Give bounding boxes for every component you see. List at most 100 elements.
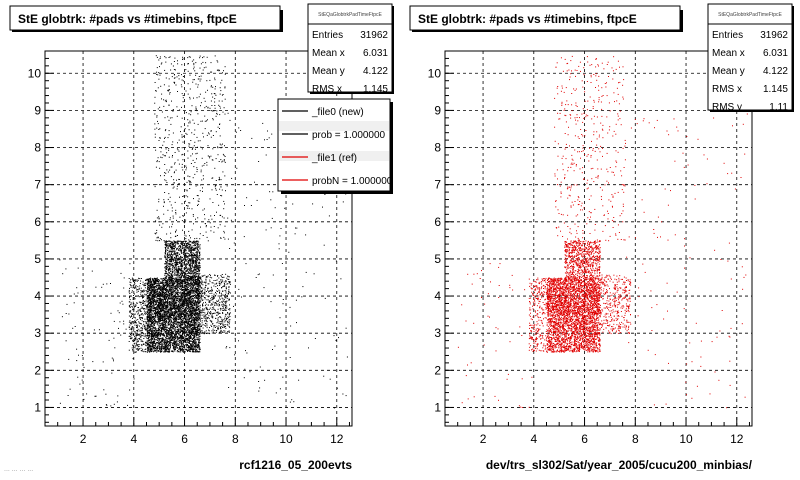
scatter-point xyxy=(168,348,170,350)
scatter-point xyxy=(177,305,179,306)
scatter-point xyxy=(155,344,157,346)
scatter-point xyxy=(186,298,188,300)
scatter-point xyxy=(179,340,181,342)
scatter-point xyxy=(199,319,201,321)
scatter-point xyxy=(175,265,177,266)
scatter-point xyxy=(174,279,176,281)
scatter-point xyxy=(150,289,152,291)
scatter-point xyxy=(155,313,157,315)
scatter-point xyxy=(189,332,191,334)
scatter-point xyxy=(185,326,186,328)
scatter-point xyxy=(167,333,169,335)
scatter-point xyxy=(154,301,156,303)
scatter-point xyxy=(185,345,187,347)
scatter-point xyxy=(185,348,187,350)
scatter-point xyxy=(160,307,162,309)
scatter-point xyxy=(192,328,194,330)
scatter-point xyxy=(192,313,194,315)
scatter-point xyxy=(165,296,167,298)
scatter-point xyxy=(157,324,159,326)
scatter-point xyxy=(175,287,177,289)
scatter-point xyxy=(191,292,193,294)
scatter-point xyxy=(155,281,157,283)
scatter-point xyxy=(199,328,201,330)
scatter-point xyxy=(155,307,157,309)
scatter-point xyxy=(177,327,179,329)
scatter-point xyxy=(199,278,201,280)
scatter-point xyxy=(170,315,172,317)
scatter-point xyxy=(192,278,194,280)
scatter-point xyxy=(158,279,160,280)
scatter-point xyxy=(160,318,161,320)
scatter-point xyxy=(160,347,162,349)
scatter-point xyxy=(198,278,200,279)
scatter-point xyxy=(184,341,186,343)
scatter-point xyxy=(187,341,189,343)
scatter-point xyxy=(193,330,195,332)
scatter-point xyxy=(186,278,188,280)
scatter-point xyxy=(192,332,194,334)
scatter-point xyxy=(192,280,194,282)
scatter-point xyxy=(171,304,172,306)
scatter-point xyxy=(182,351,184,353)
scatter-point xyxy=(157,280,159,282)
scatter-point xyxy=(185,314,187,316)
scatter-point xyxy=(192,344,194,346)
scatter-point xyxy=(185,319,187,321)
scatter-point xyxy=(181,302,183,304)
scatter-point xyxy=(186,324,188,326)
scatter-point xyxy=(160,282,162,284)
scatter-point xyxy=(171,342,173,344)
scatter-point xyxy=(197,303,199,305)
scatter-point xyxy=(154,333,156,335)
scatter-point xyxy=(178,282,179,284)
scatter-point xyxy=(150,348,151,350)
scatter-point xyxy=(153,330,155,332)
scatter-point xyxy=(170,310,172,312)
scatter-point xyxy=(176,279,178,281)
scatter-point xyxy=(153,279,155,281)
scatter-point xyxy=(196,348,198,350)
scatter-point xyxy=(159,291,160,293)
scatter-point xyxy=(154,340,156,342)
scatter-point xyxy=(153,289,155,291)
scatter-point xyxy=(182,286,184,288)
scatter-point xyxy=(193,328,195,330)
scatter-point xyxy=(179,280,181,282)
scatter-point xyxy=(163,326,165,328)
scatter-point xyxy=(170,321,172,323)
scatter-point xyxy=(197,344,199,346)
scatter-point xyxy=(146,324,148,326)
scatter-point xyxy=(150,329,151,330)
scatter-point xyxy=(156,348,158,349)
scatter-point xyxy=(182,339,183,341)
scatter-point xyxy=(163,293,165,295)
scatter-point xyxy=(157,330,158,332)
scatter-point xyxy=(156,295,158,297)
scatter-point xyxy=(194,333,196,335)
scatter-point xyxy=(184,282,186,284)
scatter-point xyxy=(189,298,191,300)
scatter-point xyxy=(190,309,192,311)
scatter-point xyxy=(173,303,175,305)
scatter-point xyxy=(160,287,162,289)
scatter-point xyxy=(163,301,165,303)
scatter-point xyxy=(188,317,190,319)
scatter-point xyxy=(174,301,176,303)
scatter-point xyxy=(170,333,172,335)
scatter-point xyxy=(151,298,153,300)
scatter-point xyxy=(152,345,154,347)
scatter-point xyxy=(177,309,179,311)
scatter-point xyxy=(181,319,183,321)
scatter-point xyxy=(152,313,154,315)
scatter-point xyxy=(166,332,167,334)
scatter-point xyxy=(190,298,192,300)
scatter-point xyxy=(157,295,159,297)
scatter-point xyxy=(167,314,169,316)
scatter-point xyxy=(161,282,163,284)
scatter-point xyxy=(161,306,163,308)
scatter-point xyxy=(173,286,175,287)
scatter-point xyxy=(175,330,177,332)
scatter-point xyxy=(172,311,174,313)
scatter-point xyxy=(192,341,194,343)
